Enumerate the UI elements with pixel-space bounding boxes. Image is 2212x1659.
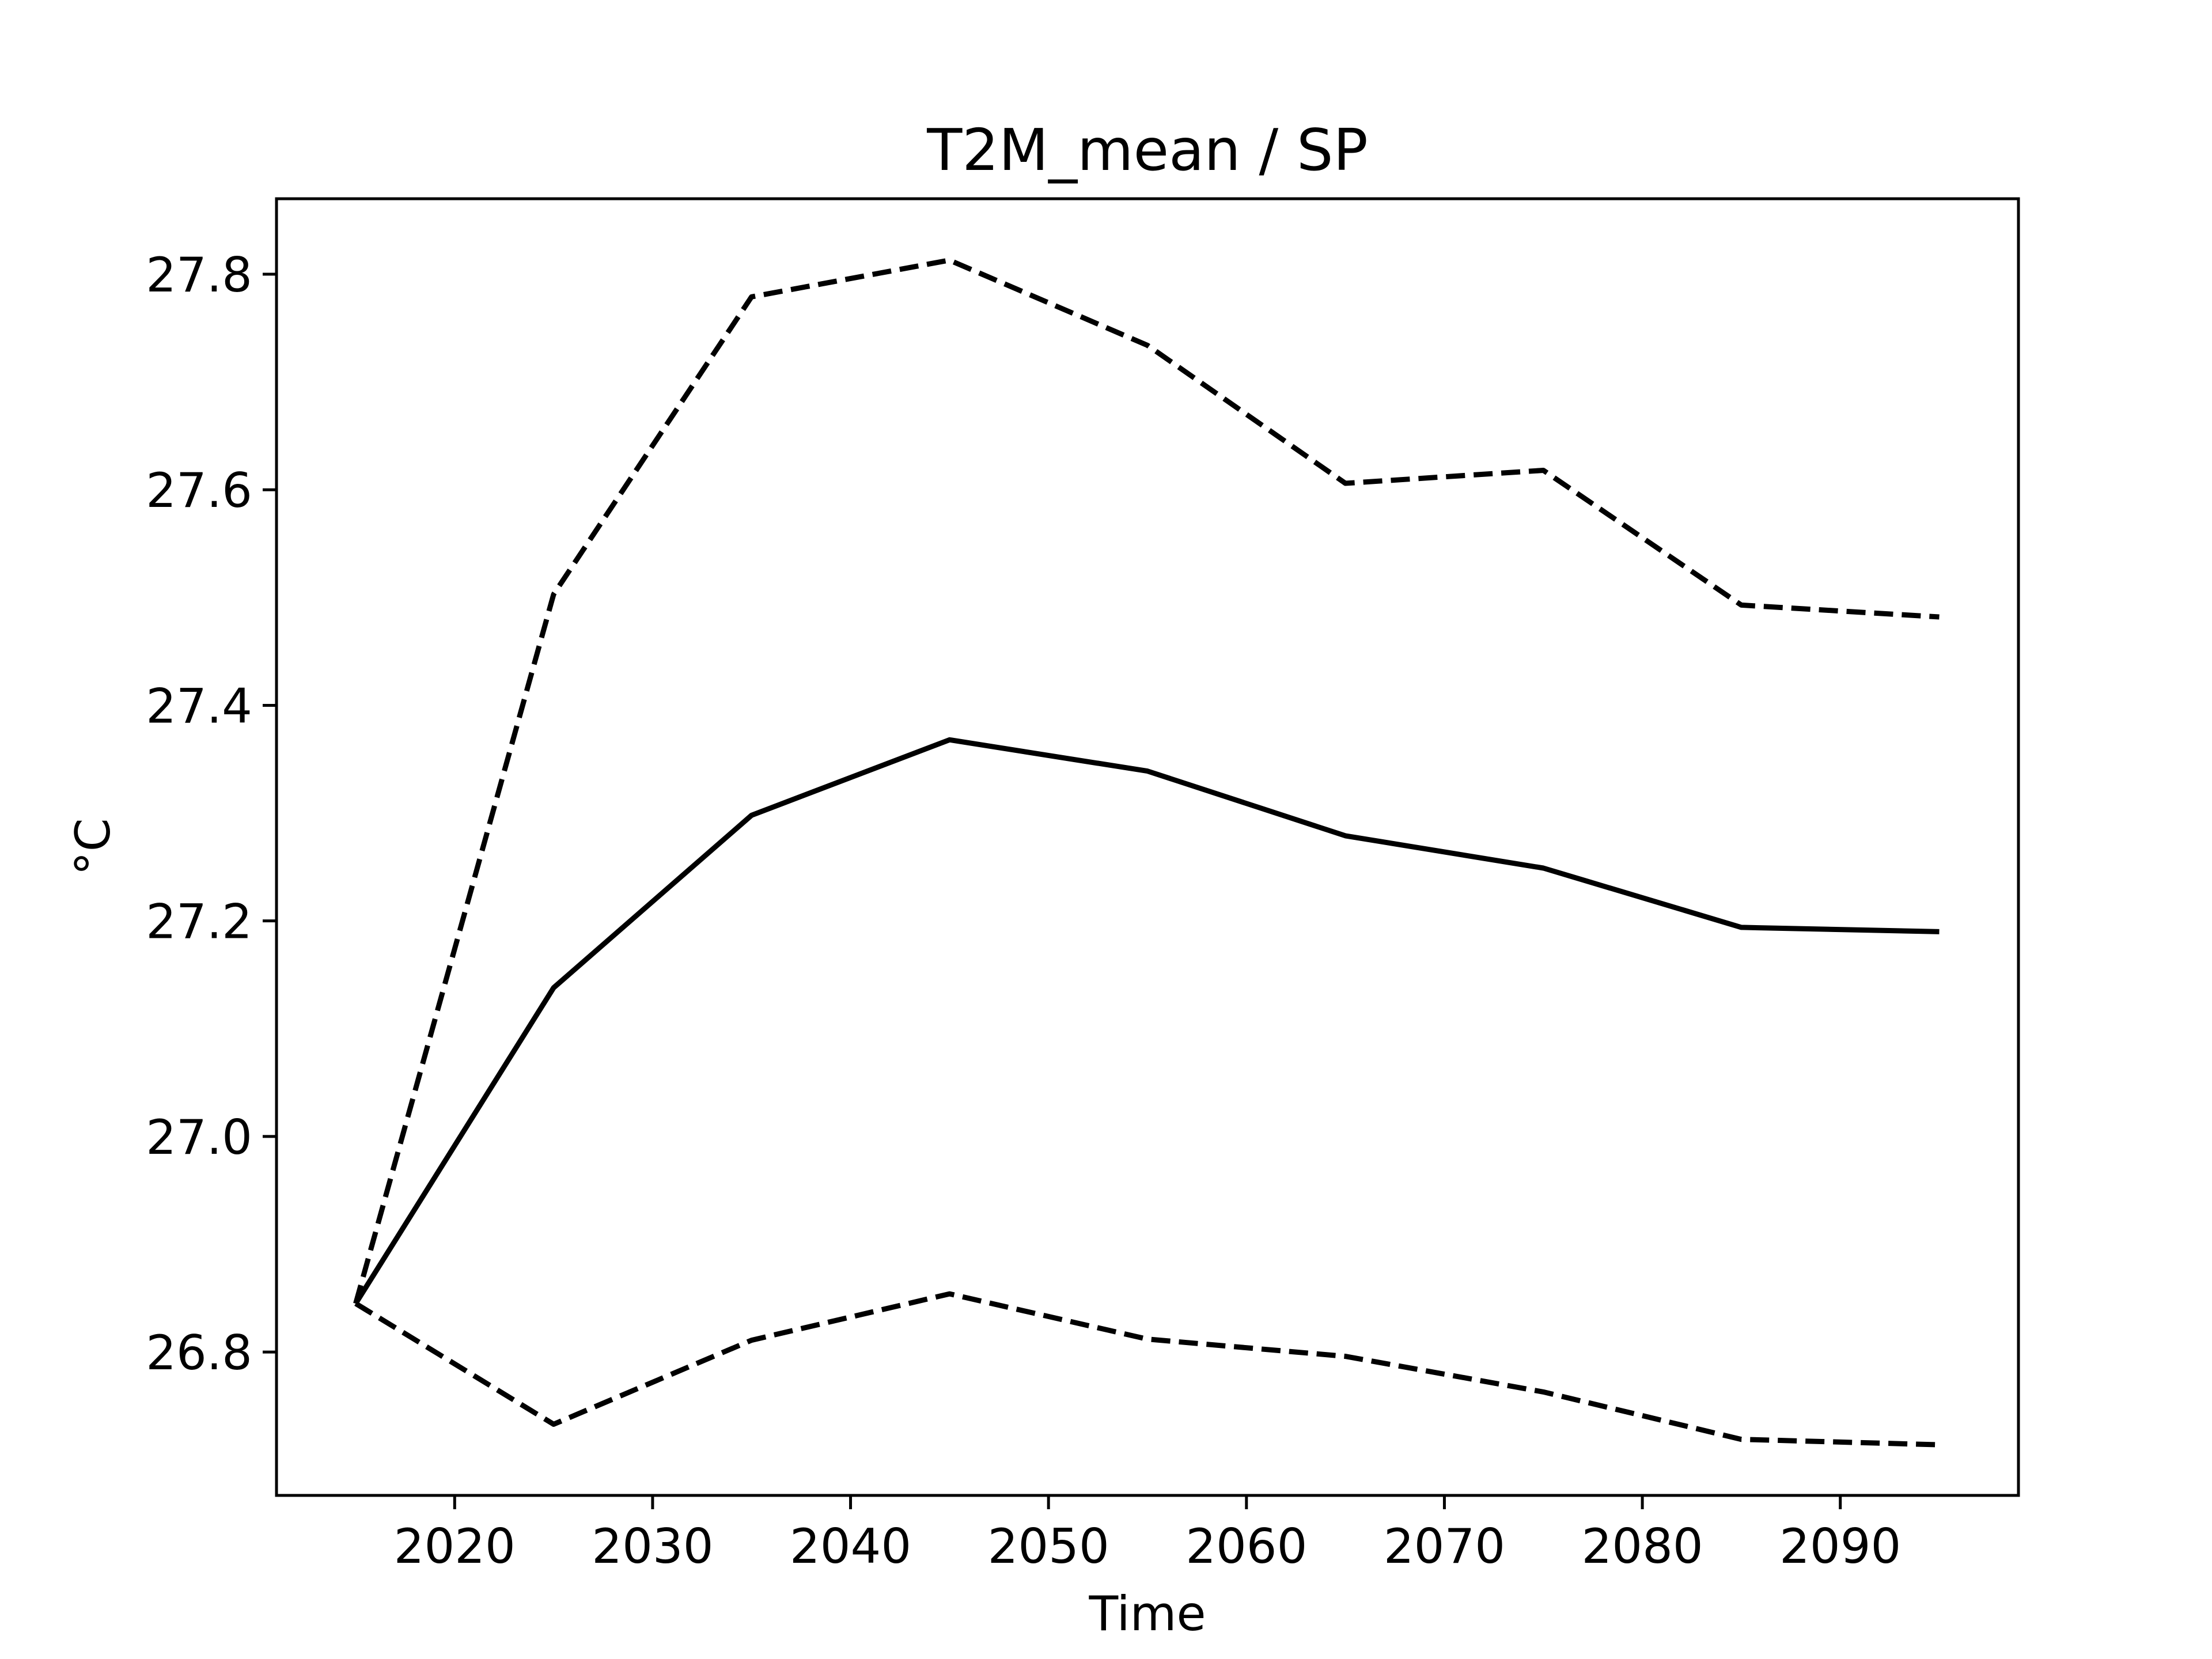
x-tick-label: 2040 xyxy=(790,1518,911,1574)
x-axis: 2020 2030 2040 2050 2060 2070 2080 2090 xyxy=(394,1495,1901,1574)
series-line-2 xyxy=(353,257,1940,1305)
y-tick-label: 27.8 xyxy=(146,247,252,303)
x-tick-label: 2080 xyxy=(1581,1518,1703,1574)
x-axis-label: Time xyxy=(1088,1586,1206,1642)
y-axis: 26.8 27.0 27.2 27.4 27.6 27.8 xyxy=(146,247,276,1381)
axes-frame xyxy=(275,197,2020,1497)
y-tick-label: 27.4 xyxy=(146,678,252,734)
y-tick-label: 27.2 xyxy=(146,894,252,950)
x-tick-label: 2070 xyxy=(1384,1518,1505,1574)
x-tick-label: 2030 xyxy=(592,1518,713,1574)
series-line-3 xyxy=(354,1291,1940,1448)
y-tick-label: 26.8 xyxy=(146,1325,252,1381)
x-tick-label: 2060 xyxy=(1185,1518,1307,1574)
x-tick-label: 2020 xyxy=(394,1518,516,1574)
series-line-1 xyxy=(353,737,1940,1305)
y-axis-label: °C xyxy=(65,818,121,875)
y-tick-label: 27.6 xyxy=(146,463,252,518)
x-tick-label: 2050 xyxy=(988,1518,1109,1574)
plot-series xyxy=(353,257,1940,1448)
y-tick-label: 27.0 xyxy=(146,1109,252,1165)
chart-title: T2M_mean / SP xyxy=(926,116,1368,184)
x-tick-label: 2090 xyxy=(1779,1518,1901,1574)
